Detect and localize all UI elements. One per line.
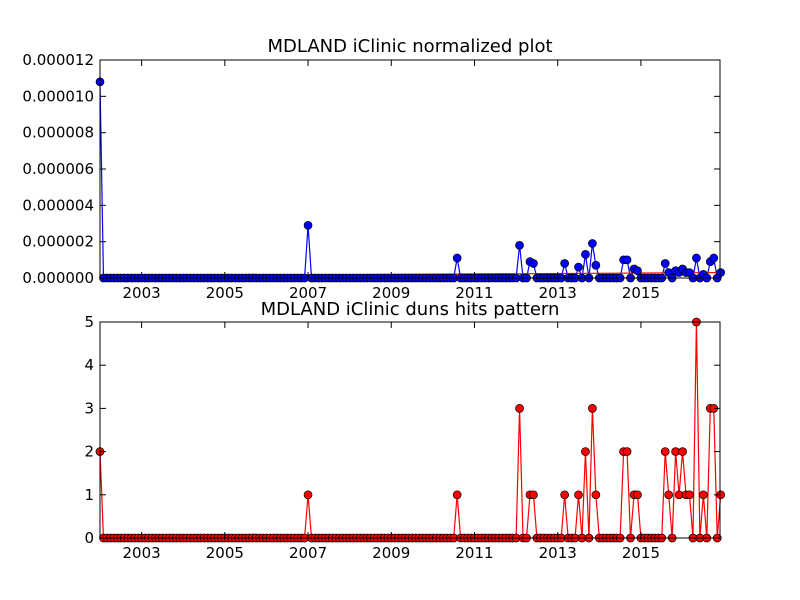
axis-ticks: 2003 2005 2007 2009 2011 2013 2015 0.000000 0.00… xyxy=(22,51,720,302)
data-point xyxy=(588,404,597,413)
x-tick-label: 2003 xyxy=(123,544,161,562)
x-tick-label: 2015 xyxy=(622,544,660,562)
x-tick-label: 2013 xyxy=(539,544,577,562)
data-point xyxy=(660,447,670,456)
x-tick-label: 2015 xyxy=(622,284,660,302)
y-tick-label: 0.000002 xyxy=(22,233,94,251)
data-point xyxy=(303,220,313,230)
axes-frame xyxy=(99,321,721,539)
data-point xyxy=(560,490,570,500)
y-tick-label: 0.000008 xyxy=(22,124,94,142)
plot-area xyxy=(95,77,726,283)
y-tick-label: 0 xyxy=(84,529,94,547)
x-tick-label: 2009 xyxy=(372,544,410,562)
data-point xyxy=(452,253,462,263)
data-point xyxy=(692,253,701,263)
hits-pattern-plot: MDLAND iClinic duns hits pattern 2003 200… xyxy=(84,299,726,562)
data-point xyxy=(633,490,642,500)
data-point xyxy=(303,490,313,500)
y-tick-label: 1 xyxy=(84,486,94,504)
axes-frame xyxy=(99,59,721,279)
data-point xyxy=(529,259,538,268)
data-point xyxy=(574,490,583,500)
chart-title: MDLAND iClinic normalized plot xyxy=(267,36,552,57)
axis-ticks: 2003 2005 2007 2009 2011 2013 2015 0 1 2 3 4 5 xyxy=(84,313,720,562)
data-point xyxy=(581,447,590,456)
x-tick-label: 2011 xyxy=(455,544,493,562)
x-tick-label: 2005 xyxy=(206,284,244,302)
y-tick-label: 2 xyxy=(84,443,94,461)
data-point xyxy=(529,490,538,500)
x-tick-label: 2011 xyxy=(455,284,493,302)
y-tick-label: 3 xyxy=(84,399,94,417)
data-point xyxy=(660,259,670,268)
y-tick-label: 0.000010 xyxy=(22,87,94,105)
data-point xyxy=(699,490,708,500)
y-tick-label: 5 xyxy=(84,313,94,331)
data-point xyxy=(622,255,632,265)
data-point xyxy=(678,447,687,456)
y-tick-label: 0.000000 xyxy=(22,269,94,287)
x-tick-label: 2005 xyxy=(206,544,244,562)
series-line xyxy=(99,81,722,281)
x-tick-label: 2009 xyxy=(372,284,410,302)
data-point xyxy=(716,268,726,277)
data-point xyxy=(574,262,583,272)
normalized-plot: MDLAND iClinic normalized plot 2003 2005 2… xyxy=(22,36,726,302)
data-point xyxy=(515,240,524,250)
data-point xyxy=(591,490,601,500)
plot-area xyxy=(95,317,726,543)
data-point xyxy=(515,404,524,413)
data-point xyxy=(685,490,694,500)
y-tick-label: 0.000004 xyxy=(22,196,94,214)
data-point xyxy=(591,260,601,270)
x-tick-label: 2007 xyxy=(289,284,327,302)
data-point xyxy=(581,250,590,259)
x-tick-label: 2003 xyxy=(123,284,161,302)
data-point xyxy=(560,259,570,268)
data-point xyxy=(664,490,674,500)
data-point xyxy=(633,266,642,276)
data-point xyxy=(452,490,462,500)
x-tick-label: 2013 xyxy=(539,284,577,302)
y-tick-label: 0.000012 xyxy=(22,51,94,69)
data-point xyxy=(709,253,719,263)
chart-title: MDLAND iClinic duns hits pattern xyxy=(261,299,560,320)
y-tick-label: 0.000006 xyxy=(22,160,94,178)
data-point xyxy=(622,447,632,456)
data-point xyxy=(588,239,597,248)
series-line xyxy=(99,321,722,539)
x-tick-label: 2007 xyxy=(289,544,327,562)
y-tick-label: 4 xyxy=(84,356,94,374)
